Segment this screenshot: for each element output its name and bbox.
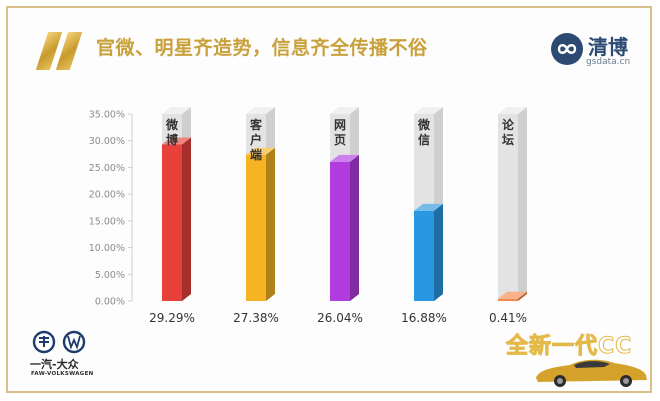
car-image-icon — [536, 359, 647, 387]
bar-top — [162, 137, 191, 145]
page-title: 官微、明星齐造势，信息齐全传播不俗 — [96, 37, 428, 59]
bar-side — [350, 154, 359, 301]
bar-track-front — [498, 114, 518, 301]
bar-front — [162, 144, 182, 301]
y-tick-label: 5.00% — [95, 270, 125, 281]
bar-front — [498, 298, 518, 301]
category-label: 网页 — [334, 118, 346, 147]
bar-top — [246, 147, 275, 155]
promo-text: 全新一代CC — [505, 334, 633, 360]
bar-front — [414, 210, 434, 301]
y-tick-label: 30.00% — [89, 136, 125, 147]
bar-track-top — [330, 107, 359, 114]
value-label: 29.29% — [149, 311, 195, 325]
corner-brand-sub: FAW-VOLKSWAGEN — [31, 371, 94, 377]
brand-domain: gsdata.cn — [586, 57, 631, 67]
bar-1: 微博 29.29% — [149, 107, 195, 325]
y-tick-label: 15.00% — [89, 216, 125, 227]
bar-4: 微信 16.88% — [401, 107, 447, 325]
bars: 微博 29.29% 客户端 27.38% 网页 26.04% 微信 16.88% 论坛 0.41% — [149, 107, 527, 325]
value-label: 27.38% — [233, 311, 279, 325]
bar-2: 客户端 27.38% — [233, 107, 279, 325]
slide-frame — [6, 6, 652, 393]
bar-side — [266, 147, 275, 301]
infinity-logo-icon — [551, 33, 583, 65]
y-tick-label: 25.00% — [89, 163, 125, 174]
brand-logo: 清博 gsdata.cn — [550, 30, 632, 70]
y-tick-label: 0.00% — [95, 297, 125, 308]
bar-side — [434, 203, 443, 301]
category-label: 微信 — [417, 117, 431, 147]
bar-top — [414, 203, 443, 211]
bar-5: 论坛 0.41% — [489, 107, 527, 325]
category-label: 微博 — [165, 117, 179, 147]
category-label: 客户端 — [249, 117, 263, 162]
bar-track-top — [162, 107, 191, 114]
bar-side — [182, 137, 191, 301]
value-label: 26.04% — [317, 311, 363, 325]
faw-vw-logo-icon — [32, 330, 86, 354]
bar-front — [246, 154, 266, 301]
bar-track-top — [414, 107, 443, 114]
bar-top — [498, 291, 527, 299]
value-label: 16.88% — [401, 311, 447, 325]
value-label: 0.41% — [489, 311, 527, 325]
y-tick-label: 35.00% — [89, 110, 125, 121]
bar-track-side — [518, 107, 527, 301]
bar-track-top — [498, 107, 527, 114]
bar-side — [518, 291, 527, 301]
y-tick-label: 10.00% — [89, 243, 125, 254]
bar-top — [330, 154, 359, 162]
bar-track-top — [246, 107, 275, 114]
category-label: 论坛 — [502, 117, 515, 147]
brand-name: 清博 — [588, 35, 628, 59]
bar-3: 网页 26.04% — [317, 107, 363, 325]
bar-front — [330, 161, 350, 301]
y-tick-label: 20.00% — [89, 190, 125, 201]
y-axis: 0.00% 5.00% 10.00% 15.00% 20.00% 25.00% 30.00%… — [89, 110, 133, 308]
corner-brand-name: 一汽-大众 — [30, 358, 79, 371]
